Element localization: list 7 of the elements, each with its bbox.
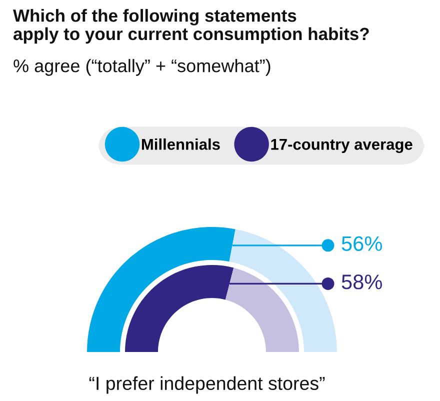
data-label: 56% bbox=[342, 236, 382, 252]
legend-label: Millennials bbox=[142, 138, 220, 150]
legend-label: 17-country average bbox=[271, 139, 412, 154]
data-label: 58% bbox=[342, 274, 382, 290]
text: “I prefer independent stores” bbox=[89, 376, 325, 394]
chart-title: Which of the following statements apply to your current consumption habits? bbox=[13, 9, 369, 44]
chart-subtitle: % agree (“totally” + “somewhat”) bbox=[14, 59, 270, 76]
